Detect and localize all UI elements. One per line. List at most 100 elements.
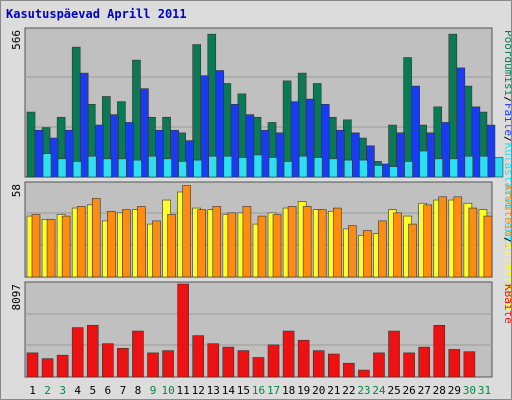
x-tick-7: 7 [120,384,127,397]
x-tick-2: 2 [44,384,51,397]
bar-top-s1-d8 [140,88,149,178]
bar-top-s2-d20 [328,158,338,178]
bar-top-s1-d21 [335,129,345,178]
bar-bottom-s0-d2 [41,358,54,378]
right-label-part-top-1: / [502,96,511,103]
x-tick-22: 22 [342,384,355,397]
bar-middle-s1-d3 [61,215,71,278]
bar-middle-s1-d23 [363,230,372,278]
bar-top-s2-d5 [102,158,112,178]
bar-top-s2-d18 [298,155,308,178]
bar-bottom-s0-d18 [282,330,295,378]
bar-top-s2-d13 [223,155,233,178]
bar-top-s1-d20 [320,103,330,178]
ymax-label-middle: 58 [10,184,23,197]
x-tick-26: 26 [403,384,416,397]
bar-bottom-s0-d24 [373,352,385,378]
right-label-part-top-3: / [502,136,511,143]
bar-middle-s1-d21 [332,207,342,278]
bar-top-s0-d1 [26,111,36,178]
bar-middle-s1-d20 [317,209,327,278]
bar-bottom-s0-d7 [117,347,129,378]
x-tick-20: 20 [312,384,325,397]
bar-top-s2-d7 [133,159,142,178]
bar-middle-s1-d29 [453,196,463,278]
x-tick-17: 17 [267,384,280,397]
bar-middle-s1-d26 [408,223,417,278]
bar-bottom-s0-d22 [343,362,355,378]
bar-top-s1-d18 [290,101,300,178]
right-label-part-top-2: Faile [502,103,511,136]
bar-top-s2-d3 [72,161,82,178]
ymax-label-top: 566 [10,30,23,50]
bar-bottom-s0-d21 [327,353,340,378]
x-tick-16: 16 [252,384,265,397]
x-tick-27: 27 [418,384,431,397]
bar-middle-s1-d28 [438,196,448,278]
x-tick-14: 14 [222,384,236,397]
bar-middle-s1-d1 [31,214,41,278]
bar-bottom-s0-d27 [418,346,430,378]
bar-middle-s1-d12 [197,209,207,278]
bar-top-s2-d6 [118,158,127,178]
right-label-top: Pöördumisi/Faile/Külastatud lehti [502,30,511,249]
x-tick-28: 28 [433,384,446,397]
bar-bottom-s0-d11 [177,283,189,378]
bar-middle-s1-d13 [212,206,222,278]
bar-top-s1-d22 [351,132,360,178]
bar-middle-s1-d7 [122,209,131,278]
x-tick-3: 3 [59,384,66,397]
x-tick-9: 9 [150,384,157,397]
x-tick-25: 25 [387,384,400,397]
bar-top-s1-d26 [411,85,420,178]
bar-bottom-s0-d12 [192,335,205,378]
x-tick-21: 21 [327,384,340,397]
bar-top-s2-d30 [479,155,489,178]
bar-top-s2-d31 [494,157,504,178]
bar-bottom-s0-d4 [71,327,84,378]
bar-top-s1-d9 [155,129,164,178]
bar-top-s1-d7 [125,122,134,178]
bar-top-s2-d22 [359,159,368,178]
bar-middle-s1-d30 [468,207,478,278]
bar-top-s1-d17 [275,132,285,178]
chart-title: Kasutuspäevad Aprill 2011 [6,7,187,21]
bar-top-s2-d17 [283,161,293,178]
bar-bottom-s0-d23 [358,369,370,378]
bar-middle-s1-d5 [91,198,101,278]
bar-middle-s1-d31 [483,215,493,278]
bar-bottom-s0-d3 [56,354,69,378]
bar-bottom-s0-d17 [267,344,280,378]
bar-middle-s1-d10 [167,214,176,278]
bar-bottom-s0-d1 [26,352,39,378]
bar-top-s1-d16 [260,129,270,178]
bar-middle-s1-d11 [182,185,191,278]
bar-middle-s1-d16 [257,215,267,278]
bar-bottom-s0-d9 [147,352,159,378]
bar-middle-s1-d27 [423,204,432,278]
bar-top-s1-d30 [471,106,481,178]
bar-middle-s1-d19 [302,206,312,278]
right-label-part-top-0: Pöördumisi [502,30,511,96]
bar-middle-s1-d18 [287,206,297,278]
bar-top-s2-d19 [313,157,323,178]
bar-top-s2-d24 [389,166,398,178]
x-tick-5: 5 [89,384,96,397]
bar-top-s1-d31 [486,124,496,178]
x-tick-29: 29 [448,384,461,397]
bar-bottom-s0-d14 [222,346,235,378]
bar-bottom-s0-d19 [297,339,310,378]
bar-top-s2-d8 [148,155,157,178]
bar-top-s1-d14 [230,103,240,178]
bar-top-s2-d11 [193,159,202,178]
bar-top-s1-d10 [170,129,179,178]
bar-middle-s1-d17 [272,214,282,278]
bar-top-s1-d15 [245,114,255,178]
right-label-bottom: KBaite [502,284,511,324]
bar-top-s2-d16 [268,157,278,178]
bar-middle-s1-d2 [46,218,56,278]
bar-top-s2-d23 [374,165,383,178]
bar-bottom-s0-d15 [237,350,250,378]
bar-top-s2-d4 [87,155,97,178]
